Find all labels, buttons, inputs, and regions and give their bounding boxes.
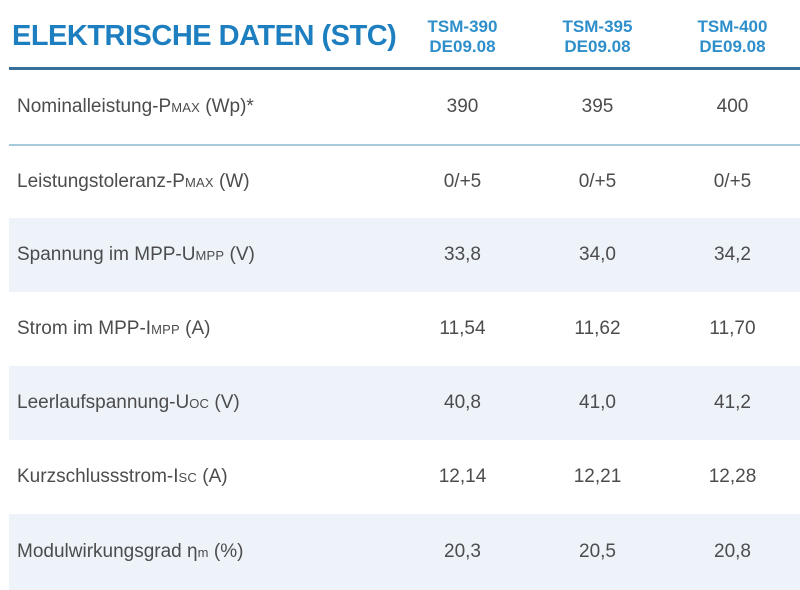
- row-value: 12,28: [708, 466, 757, 487]
- row-value: 0/+5: [443, 171, 482, 192]
- column-model: TSM-395: [562, 16, 633, 36]
- table-body: Nominalleistung-PMAX (Wp)* 390 395 400 L…: [9, 70, 800, 590]
- column-header-tsm-390: TSM-390 DE09.08: [395, 17, 530, 57]
- row-value: 20,8: [714, 541, 751, 562]
- table-row: Strom im MPP-IMPP (A) 11,54 11,62 11,70: [9, 292, 800, 366]
- row-value: 20,5: [579, 541, 616, 562]
- column-model: TSM-400: [697, 16, 768, 36]
- row-value: 390: [446, 96, 479, 117]
- title-cell: ELEKTRISCHE DATEN (STC): [9, 20, 397, 53]
- row-value: 400: [716, 96, 749, 117]
- table-row: Kurzschlussstrom-ISC (A) 12,14 12,21 12,…: [9, 440, 800, 514]
- column-version: DE09.08: [429, 36, 496, 56]
- row-label: Kurzschlussstrom-ISC (A): [17, 466, 228, 487]
- section-title: ELEKTRISCHE DATEN (STC): [12, 20, 397, 52]
- row-value: 40,8: [444, 392, 481, 413]
- table-row: Leistungstoleranz-PMAX (W) 0/+5 0/+5 0/+…: [9, 144, 800, 218]
- row-value: 12,14: [438, 466, 487, 487]
- row-value: 0/+5: [713, 171, 752, 192]
- row-value: 11,54: [439, 318, 486, 339]
- row-value: 395: [581, 96, 614, 117]
- table-row: Modulwirkungsgrad ηm (%) 20,3 20,5 20,8: [9, 514, 800, 590]
- row-value: 0/+5: [578, 171, 617, 192]
- row-value: 34,0: [579, 244, 616, 265]
- table-row: Nominalleistung-PMAX (Wp)* 390 395 400: [9, 70, 800, 144]
- row-value: 34,2: [714, 244, 751, 265]
- row-label: Spannung im MPP-UMPP (V): [17, 244, 255, 265]
- column-version: DE09.08: [564, 36, 631, 56]
- row-value: 41,2: [714, 392, 751, 413]
- row-value: 12,21: [573, 466, 622, 487]
- row-label: Leerlaufspannung-UOC (V): [17, 392, 240, 413]
- table-header: ELEKTRISCHE DATEN (STC) TSM-390 DE09.08 …: [9, 0, 800, 70]
- column-version: DE09.08: [699, 36, 766, 56]
- row-value: 41,0: [579, 392, 616, 413]
- row-value: 11,62: [574, 318, 621, 339]
- table-row: Leerlaufspannung-UOC (V) 40,8 41,0 41,2: [9, 366, 800, 440]
- row-label: Nominalleistung-PMAX (Wp)*: [17, 96, 254, 117]
- row-label: Leistungstoleranz-PMAX (W): [17, 171, 250, 192]
- row-label: Modulwirkungsgrad ηm (%): [17, 541, 244, 562]
- row-value: 11,70: [709, 318, 756, 339]
- table-row: Spannung im MPP-UMPP (V) 33,8 34,0 34,2: [9, 218, 800, 292]
- row-label: Strom im MPP-IMPP (A): [17, 318, 211, 339]
- column-model: TSM-390: [427, 16, 498, 36]
- column-header-tsm-395: TSM-395 DE09.08: [530, 17, 665, 57]
- column-header-tsm-400: TSM-400 DE09.08: [665, 17, 800, 57]
- row-value: 33,8: [444, 244, 481, 265]
- row-value: 20,3: [444, 541, 481, 562]
